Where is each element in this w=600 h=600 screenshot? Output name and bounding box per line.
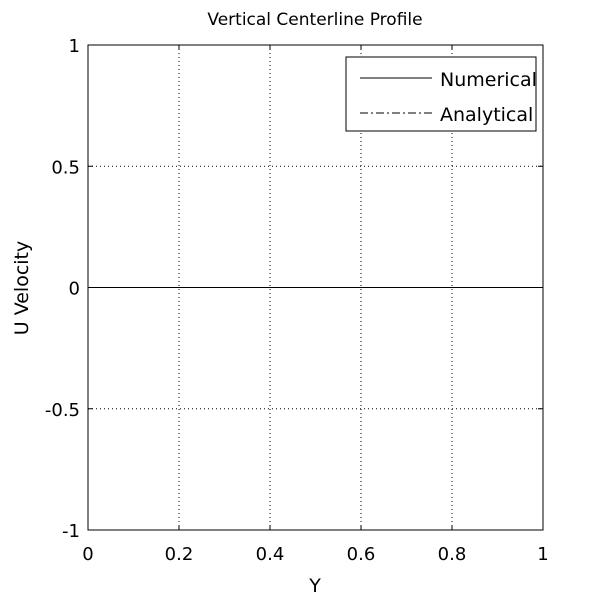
- legend: Numerical Analytical: [345, 56, 537, 132]
- y-tick-label: -0.5: [45, 400, 80, 421]
- y-tick-label: 1: [69, 36, 80, 57]
- y-tick-label: 0.5: [51, 157, 80, 178]
- x-tick-label: 0.4: [256, 544, 285, 565]
- x-tick-label: 0: [82, 544, 93, 565]
- x-tick-label: 0.8: [438, 544, 467, 565]
- x-tick-label: 0.2: [165, 544, 194, 565]
- legend-label-numerical: Numerical: [440, 69, 537, 91]
- x-tick-labels: 0 0.2 0.4 0.6 0.8 1: [82, 544, 548, 565]
- chart-title: Vertical Centerline Profile: [207, 10, 422, 30]
- legend-label-analytical: Analytical: [440, 104, 533, 126]
- y-tick-labels: -1 -0.5 0 0.5 1: [45, 36, 80, 542]
- y-tick-label: 0: [69, 279, 80, 300]
- y-tick-label: -1: [62, 521, 80, 542]
- x-tick-label: 1: [537, 544, 548, 565]
- legend-box: [345, 56, 537, 132]
- x-axis-label: Y: [308, 575, 321, 597]
- ticks: [87, 44, 544, 531]
- x-tick-label: 0.6: [347, 544, 376, 565]
- y-axis-label: U Velocity: [11, 241, 33, 335]
